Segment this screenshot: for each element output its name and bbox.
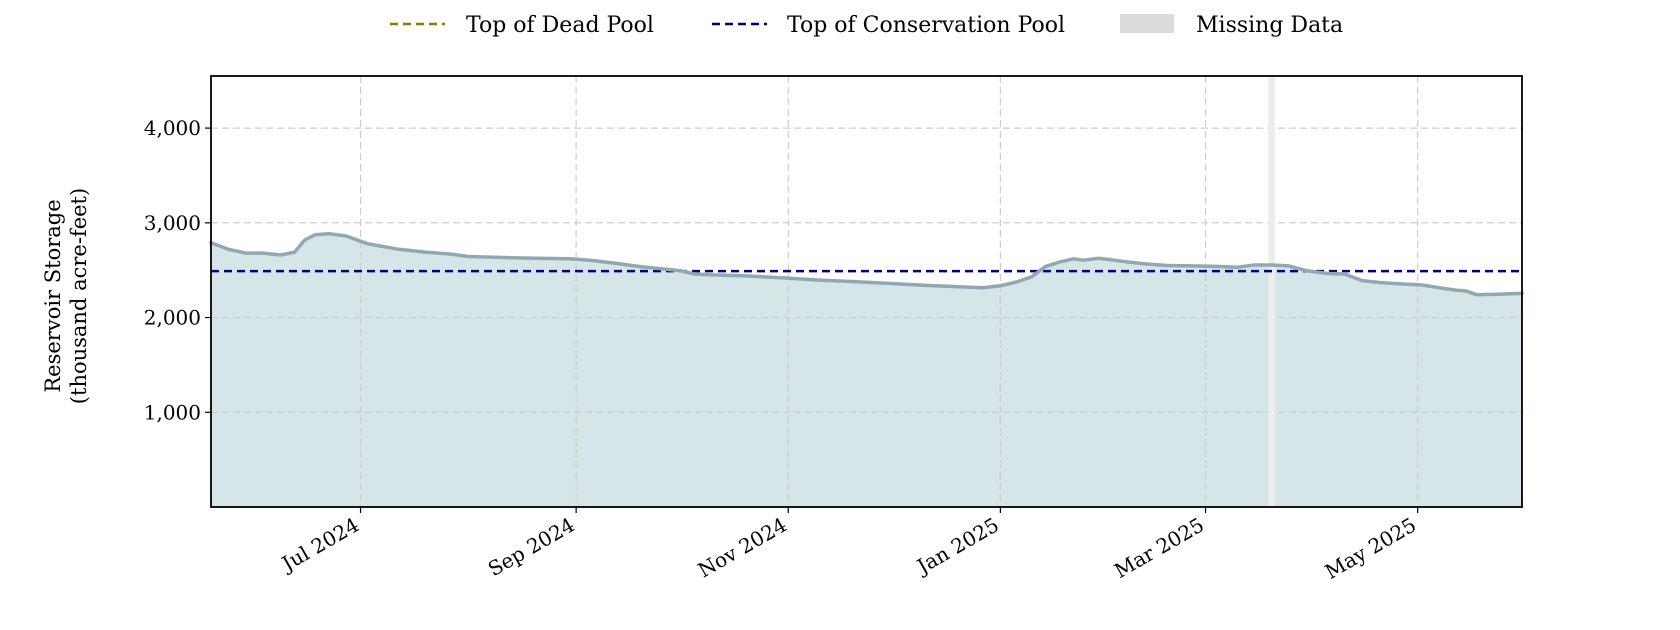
y-axis-title-line2: (thousand acre-feet) (67, 188, 91, 404)
legend-dead-pool-label: Top of Dead Pool (466, 13, 654, 38)
x-tick-label: Sep 2024 (484, 513, 579, 582)
x-tick-label: Jul 2024 (276, 513, 363, 577)
y-axis-title: Reservoir Storage (thousand acre-feet) (41, 188, 91, 404)
y-axis-title-line1: Reservoir Storage (41, 199, 65, 392)
plot-area: 1,000 2,000 3,000 4,000 Jul 2024 Sep 2024 Nov … (144, 75, 1524, 584)
y-tick-label: 4,000 (144, 116, 201, 140)
y-tick-label: 2,000 (144, 306, 201, 330)
legend-missing-label: Missing Data (1196, 13, 1343, 38)
x-tick-label: Mar 2025 (1110, 513, 1208, 583)
missing-data-band (1268, 76, 1276, 507)
y-tick-label: 1,000 (144, 400, 201, 424)
x-tick-label: Nov 2024 (694, 513, 791, 583)
x-tick-label: May 2025 (1321, 513, 1420, 584)
legend-missing-swatch (1120, 14, 1174, 33)
storage-line (209, 231, 1524, 297)
legend-conservation-pool-label: Top of Conservation Pool (787, 13, 1065, 38)
plot-frame (210, 75, 1523, 508)
legend: Top of Dead Pool Top of Conservation Poo… (390, 13, 1343, 38)
storage-area (211, 233, 1522, 507)
y-tick-label: 3,000 (144, 211, 201, 235)
x-tick-label: Jan 2025 (911, 513, 1003, 580)
